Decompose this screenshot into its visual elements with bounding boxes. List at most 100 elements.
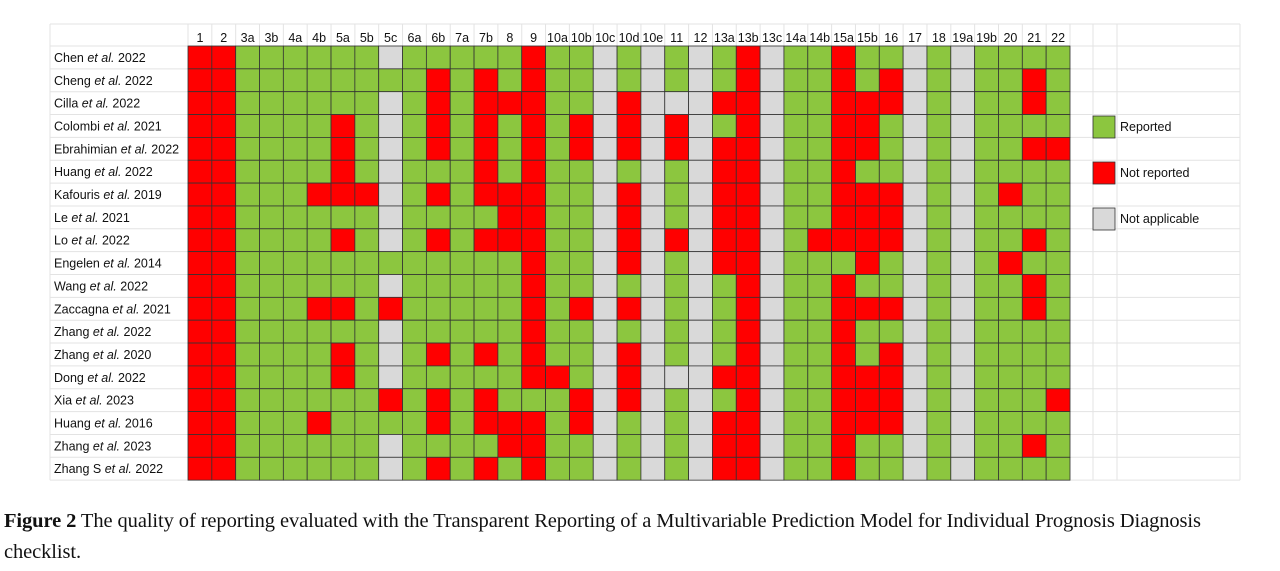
heatmap-cell xyxy=(425,342,451,367)
heatmap-cell xyxy=(497,456,523,481)
heatmap-cell xyxy=(521,159,546,184)
heatmap-cell xyxy=(592,365,618,390)
heatmap-cell xyxy=(282,274,308,298)
heatmap-cell xyxy=(974,456,999,481)
heatmap-cell xyxy=(807,365,833,390)
heatmap-cell xyxy=(640,45,666,70)
heatmap-cell xyxy=(378,251,403,275)
heatmap-cell xyxy=(640,182,666,207)
heatmap-cell xyxy=(259,182,284,207)
column-header-13b: 13b xyxy=(738,31,759,45)
heatmap-cell xyxy=(998,136,1023,161)
heatmap-cell xyxy=(521,91,546,115)
heatmap-cell xyxy=(521,45,546,70)
heatmap-cell xyxy=(1045,45,1071,70)
heatmap-cell xyxy=(735,251,761,275)
heatmap-cell xyxy=(974,205,999,230)
heatmap-cell xyxy=(187,136,213,161)
heatmap-cell xyxy=(878,342,904,367)
heatmap-cell xyxy=(187,68,213,93)
heatmap-cell xyxy=(998,342,1023,367)
heatmap-cell xyxy=(545,159,570,184)
heatmap-cell xyxy=(282,45,308,70)
heatmap-cell xyxy=(926,388,952,413)
heatmap-cell xyxy=(712,251,737,275)
column-header-14a: 14a xyxy=(785,31,806,45)
heatmap-cell xyxy=(664,91,689,115)
heatmap-cell xyxy=(831,91,856,115)
heatmap-cell xyxy=(306,114,332,138)
heatmap-cell xyxy=(926,68,952,93)
heatmap-cell xyxy=(425,456,451,481)
heatmap-cell xyxy=(878,45,904,70)
heatmap-cell xyxy=(1021,319,1047,344)
heatmap-cell xyxy=(235,91,260,115)
row-label: Le et al. 2021 xyxy=(54,211,130,225)
heatmap-cell xyxy=(688,45,713,70)
column-header-14b: 14b xyxy=(809,31,830,45)
heatmap-cell xyxy=(402,388,427,413)
heatmap-cell xyxy=(1045,274,1071,298)
heatmap-cell xyxy=(592,68,618,93)
heatmap-cell xyxy=(998,411,1023,435)
heatmap-cell xyxy=(640,434,666,458)
heatmap-cell xyxy=(425,159,451,184)
heatmap-cell xyxy=(712,411,737,435)
heatmap-cell xyxy=(235,114,260,138)
heatmap-cell xyxy=(473,114,499,138)
heatmap-cell xyxy=(545,182,570,207)
heatmap-cell xyxy=(640,456,666,481)
heatmap-cell xyxy=(783,342,809,367)
heatmap-cell xyxy=(712,159,737,184)
heatmap-cell xyxy=(831,136,856,161)
row-label: Kafouris et al. 2019 xyxy=(54,188,162,202)
heatmap-cell xyxy=(497,388,523,413)
heatmap-cell xyxy=(211,365,237,390)
heatmap-cell xyxy=(354,68,380,93)
heatmap-cell xyxy=(640,274,666,298)
heatmap-cell xyxy=(473,365,499,390)
heatmap-cell xyxy=(759,205,785,230)
heatmap-cell xyxy=(211,91,237,115)
heatmap-cell xyxy=(259,274,284,298)
heatmap-cell xyxy=(735,182,761,207)
heatmap-cell xyxy=(998,434,1023,458)
column-header-10b: 10b xyxy=(571,31,592,45)
heatmap-cell xyxy=(187,45,213,70)
heatmap-cell xyxy=(855,251,880,275)
heatmap-cell xyxy=(187,91,213,115)
heatmap-cell xyxy=(1045,114,1071,138)
heatmap-cell xyxy=(259,91,284,115)
heatmap-cell xyxy=(211,274,237,298)
heatmap-cell xyxy=(974,296,999,321)
heatmap-cell xyxy=(1021,182,1047,207)
heatmap-cell xyxy=(378,68,403,93)
heatmap-cell xyxy=(378,365,403,390)
heatmap-cell xyxy=(211,159,237,184)
heatmap-cell xyxy=(425,91,451,115)
heatmap-cell xyxy=(950,91,976,115)
heatmap-cell xyxy=(735,91,761,115)
heatmap-cell xyxy=(664,434,689,458)
heatmap-cell xyxy=(545,434,570,458)
column-header-3a: 3a xyxy=(241,31,255,45)
heatmap-cell xyxy=(306,251,332,275)
heatmap-cell xyxy=(592,114,618,138)
heatmap-cell xyxy=(306,388,332,413)
heatmap-cell xyxy=(878,136,904,161)
row-label: Zhang et al. 2020 xyxy=(54,348,151,362)
heatmap-cell xyxy=(831,411,856,435)
heatmap-cell xyxy=(187,296,213,321)
heatmap-cell xyxy=(449,159,475,184)
heatmap-cell xyxy=(449,182,475,207)
heatmap-cell xyxy=(235,182,260,207)
heatmap-cell xyxy=(521,251,546,275)
heatmap-cell xyxy=(354,205,380,230)
heatmap-cell xyxy=(378,388,403,413)
heatmap-cell xyxy=(497,68,523,93)
heatmap-cell xyxy=(998,91,1023,115)
heatmap-cell xyxy=(473,342,499,367)
heatmap-cell xyxy=(712,91,737,115)
heatmap-cell xyxy=(831,159,856,184)
heatmap-cell xyxy=(259,68,284,93)
